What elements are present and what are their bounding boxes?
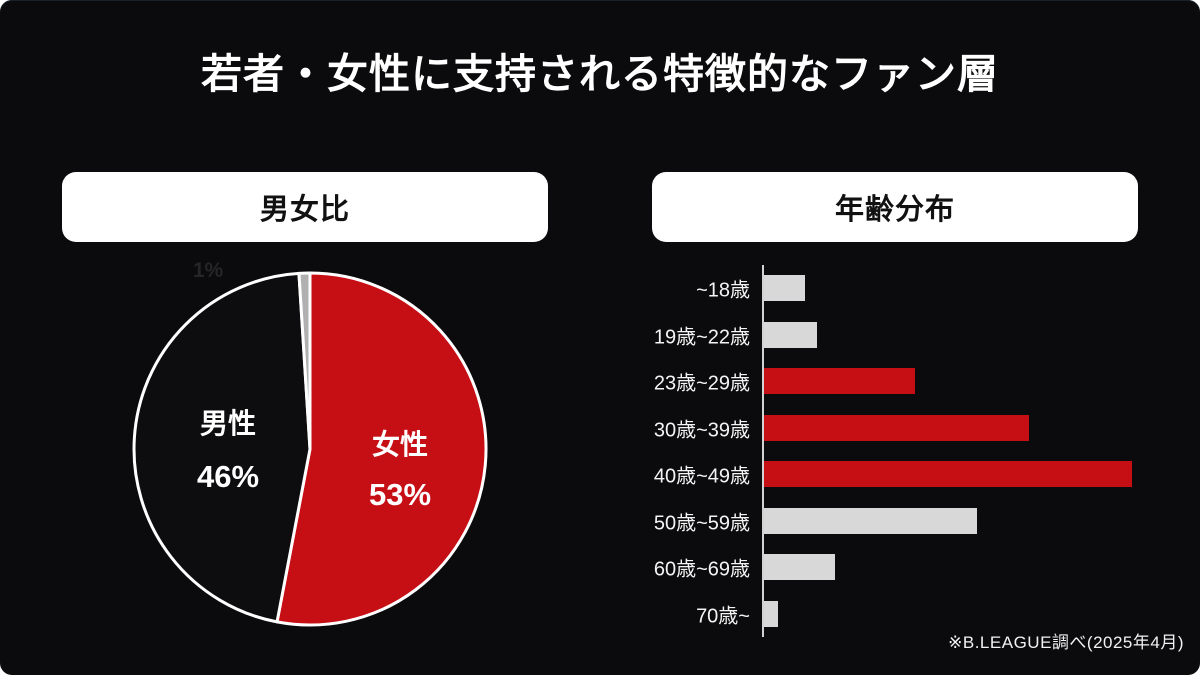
pie-value-female: 53% — [368, 477, 432, 512]
age-bar-row: 50歳~59歳 — [620, 498, 1186, 545]
age-bar-label: 40歳~49歳 — [653, 465, 750, 488]
age-bar — [764, 554, 835, 581]
age-bar-rows: ~18歳 19歳~22歳 23歳~29歳 30歳~39歳 40歳~49歳 50歳~59歳 6… — [620, 265, 1186, 637]
gender-pie-svg — [132, 271, 488, 627]
pie-slice-1 — [132, 271, 312, 624]
age-bar-label: 23歳~29歳 — [653, 372, 750, 395]
age-bar-row: ~18歳 — [620, 265, 1186, 312]
gender-pie-chart: 男性 46% 女性 53% 1% — [130, 259, 490, 629]
age-bar-chart: ~18歳 19歳~22歳 23歳~29歳 30歳~39歳 40歳~49歳 50歳~59歳 6… — [620, 265, 1186, 637]
age-bar-row: 30歳~39歳 — [620, 405, 1186, 452]
age-bar-label: 50歳~59歳 — [653, 512, 750, 535]
pie-value-male: 46% — [196, 459, 260, 494]
age-bar — [764, 414, 1029, 441]
age-bar-row: 60歳~69歳 — [620, 544, 1186, 591]
age-bar-row: 40歳~49歳 — [620, 451, 1186, 498]
age-bar — [764, 600, 779, 627]
pie-label-male: 男性 — [199, 408, 257, 439]
age-panel-header: 年齢分布 — [652, 172, 1138, 242]
pie-label-female: 女性 — [371, 429, 429, 460]
y-axis-line — [762, 265, 764, 637]
age-bar-label: ~18歳 — [696, 279, 750, 302]
age-bar-label: 30歳~39歳 — [653, 419, 750, 442]
gender-panel-header: 男女比 — [62, 172, 548, 242]
pie-slice-0 — [275, 271, 488, 627]
age-bar-row: 19歳~22歳 — [620, 312, 1186, 359]
age-panel-title: 年齢分布 — [834, 194, 955, 226]
age-bar — [764, 461, 1133, 488]
age-bar-label: 19歳~22歳 — [653, 326, 750, 349]
source-footnote: ※B.LEAGUE調べ(2025年4月) — [948, 633, 1184, 652]
age-bar-label: 70歳~ — [696, 605, 750, 628]
age-bar-row: 23歳~29歳 — [620, 358, 1186, 405]
age-bar-label: 60歳~69歳 — [653, 558, 750, 581]
page-title: 若者・女性に支持される特徴的なファン層 — [201, 51, 999, 97]
age-bar — [764, 321, 817, 348]
pie-value-other: 1% — [192, 259, 224, 282]
age-bar — [764, 507, 977, 534]
pie-slice-2 — [297, 271, 312, 451]
age-bar — [764, 275, 806, 302]
age-bar — [764, 368, 915, 395]
gender-panel-title: 男女比 — [259, 194, 350, 226]
age-bar-row: 70歳~ — [620, 591, 1186, 638]
